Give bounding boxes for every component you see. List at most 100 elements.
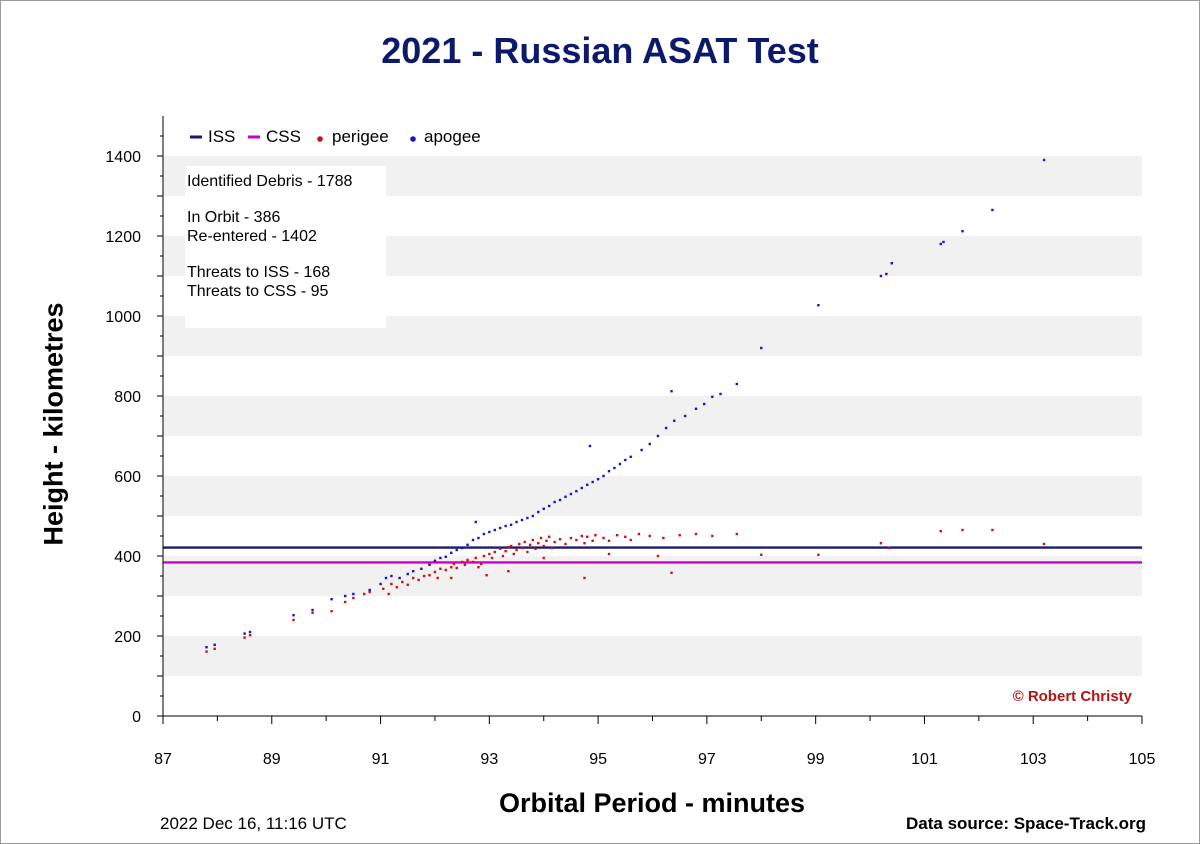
apogee-point [509,523,513,526]
apogee-point [398,576,401,580]
apogee-point [939,242,942,246]
perigee-point [564,542,567,546]
apogee-point [515,520,518,524]
perigee-point [580,534,583,538]
apogee-point [406,572,409,576]
perigee-point [390,582,393,586]
perigee-point [569,536,573,540]
apogee-point [961,230,964,233]
apogee-point [504,524,507,528]
y-tick-label: 1200 [105,229,141,246]
perigee-point [542,556,545,560]
apogee-point [466,543,469,546]
apogee-point [537,510,540,514]
legend-label-css: CSS [266,127,301,146]
apogee-point [547,504,551,508]
perigee-point [368,590,371,594]
perigee-point [735,532,739,536]
apogee-point [580,486,583,490]
perigee-point [452,562,456,566]
perigee-point [662,536,665,540]
perigee-point [436,576,439,580]
perigee-point [507,546,510,549]
perigee-point [243,636,246,639]
y-tick-label: 1400 [105,149,141,166]
perigee-point [493,550,496,554]
perigee-point [518,542,521,546]
perigee-point [879,542,883,545]
apogee-point [991,208,994,212]
apogee-point [531,514,535,518]
apogee-point [569,492,573,496]
perigee-point [531,538,535,542]
perigee-point [509,544,513,548]
apogee-point [428,563,431,566]
perigee-point [512,552,516,556]
perigee-point [547,535,551,538]
apogee-point [588,444,592,448]
legend-label-apogee: apogee [424,127,481,146]
perigee-point [542,544,545,548]
apogee-point [390,574,393,578]
info-line: Re-entered - 1402 [187,228,317,245]
perigee-point [471,560,475,564]
perigee-point [711,534,714,538]
perigee-point [523,540,526,544]
perigee-point [499,547,502,550]
perigee-point [422,574,426,578]
apogee-point [379,582,382,586]
y-tick-label: 800 [114,389,141,406]
perigee-point [455,566,458,570]
grid-band [163,396,1142,436]
apogee-point [683,414,687,418]
apogee-point [613,466,616,470]
perigee-point [607,552,611,556]
perigee-point [583,542,586,545]
perigee-point [607,539,611,542]
x-tick-label: 97 [698,751,716,768]
x-axis-label: Orbital Period - minutes [498,788,806,818]
apogee-point [311,608,314,612]
apogee-point [656,434,660,438]
perigee-point [488,552,491,556]
perigee-point [485,574,488,577]
apogee-point [482,532,486,536]
perigee-point [1042,542,1046,546]
perigee-point [558,538,562,541]
grid-band [163,476,1142,516]
perigee-point [817,553,820,556]
perigee-point [526,550,529,554]
perigee-point [352,596,355,600]
apogee-point [411,570,415,573]
perigee-point [482,554,486,558]
perigee-point [594,534,597,537]
apogee-point [526,516,529,520]
apogee-point [352,592,355,596]
apogee-point [433,559,437,562]
apogee-point [205,646,208,649]
apogee-point [624,458,627,462]
apogee-point [460,546,464,550]
perigee-point [248,634,252,637]
apogee-point [817,304,820,307]
legend: ISS CSS perigee apogee [190,127,481,146]
info-box: Identified Debris - 1788 In Orbit - 386 Re… [185,166,386,328]
apogee-point [602,474,605,478]
apogee-point [344,594,347,598]
apogee-point [368,588,371,592]
timestamp: 2022 Dec 16, 11:16 UTC [160,814,347,833]
perigee-point [463,563,467,566]
apogee-point [719,392,722,396]
apogee-point [477,536,480,540]
apogee-point [420,567,423,570]
y-axis-label: Height - kilometres [38,302,69,546]
y-tick-label: 0 [132,709,141,726]
apogee-point [670,390,673,393]
info-line: Threats to ISS - 168 [187,264,330,281]
apogee-point [520,518,524,522]
perigee-point [479,562,483,566]
apogee-point [248,630,252,634]
perigee-point [411,576,415,580]
apogee-point [885,272,888,276]
perigee-point [450,566,453,569]
